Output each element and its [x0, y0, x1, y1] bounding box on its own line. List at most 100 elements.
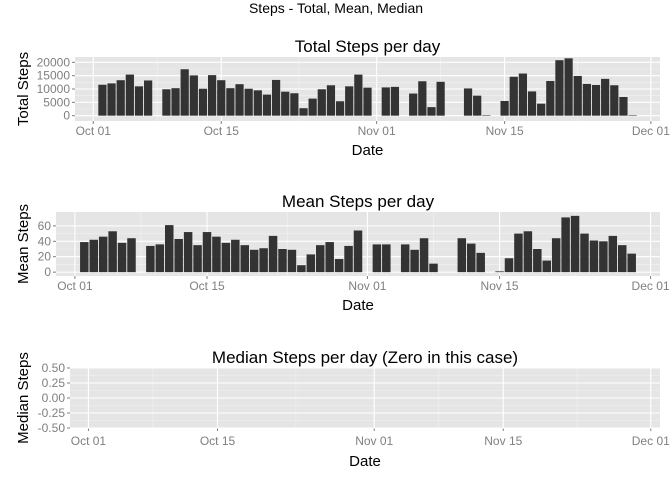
bar — [390, 86, 400, 116]
bar — [290, 93, 299, 116]
bar — [381, 87, 390, 116]
y-tick-label: 0.00 — [42, 391, 66, 405]
bar — [253, 90, 262, 116]
chart-title: Total Steps per day — [295, 37, 441, 56]
x-axis-label: Date — [349, 453, 381, 470]
bar — [561, 217, 570, 273]
x-tick-label: Nov 15 — [481, 279, 519, 293]
y-tick-label: 0.25 — [42, 376, 66, 390]
bar — [410, 249, 419, 273]
bar — [372, 244, 382, 273]
bar — [297, 265, 306, 273]
bar — [212, 236, 221, 273]
y-tick-label: 10000 — [37, 82, 71, 96]
bar — [573, 75, 582, 116]
y-tick-label: 0 — [44, 265, 51, 279]
bar — [542, 260, 551, 273]
bar — [334, 259, 344, 273]
bar — [589, 240, 599, 273]
bar — [89, 239, 98, 273]
bar — [527, 91, 537, 116]
bar — [155, 244, 165, 273]
x-tick-label: Nov 15 — [486, 124, 524, 138]
bar — [180, 69, 189, 116]
y-tick-label: -0.50 — [38, 421, 66, 435]
y-tick-label: 5000 — [43, 95, 70, 109]
bar — [226, 88, 235, 116]
bar — [202, 232, 212, 273]
bar — [80, 242, 89, 273]
bar — [482, 115, 491, 116]
y-tick-label: 0.50 — [42, 361, 66, 375]
y-tick-label: 15000 — [37, 69, 71, 83]
bar — [418, 81, 427, 116]
bar — [495, 271, 504, 273]
figure-title: Steps - Total, Mean, Median — [249, 0, 423, 16]
bar — [546, 81, 555, 116]
bar — [344, 245, 353, 273]
bar — [436, 81, 445, 116]
bar — [429, 263, 438, 273]
x-axis-label: Date — [342, 297, 374, 314]
bar — [171, 88, 180, 116]
bar — [564, 58, 573, 116]
x-tick-label: Oct 15 — [200, 434, 236, 448]
bar — [249, 249, 259, 273]
bar — [316, 245, 325, 273]
bar — [427, 107, 436, 116]
bar — [476, 252, 485, 273]
x-tick-label: Dec 01 — [632, 124, 670, 138]
bar — [500, 101, 509, 116]
bar — [287, 249, 297, 273]
bar — [108, 231, 117, 273]
bar — [514, 233, 523, 273]
bar — [504, 258, 514, 273]
bar — [619, 97, 628, 116]
bar — [335, 101, 345, 116]
x-tick-label: Oct 01 — [57, 279, 93, 293]
x-tick-label: Nov 01 — [358, 124, 396, 138]
bar — [317, 89, 326, 116]
bar — [608, 235, 618, 273]
y-tick-label: 40 — [38, 234, 52, 248]
bar — [354, 74, 363, 116]
bar — [467, 243, 476, 273]
bar — [601, 78, 610, 116]
bar — [326, 85, 336, 116]
bar — [98, 84, 107, 116]
bar — [570, 215, 580, 273]
bar — [134, 86, 144, 116]
bar — [278, 249, 287, 273]
y-axis-label: Median Steps — [15, 352, 32, 444]
bar — [231, 239, 240, 273]
chart-panel-3: Oct 01 Oct 15 Nov 01 Nov 15 Dec 01 0.500.250.… — [15, 348, 670, 470]
bar — [189, 75, 198, 116]
bar — [537, 103, 546, 116]
x-tick-label: Oct 15 — [189, 279, 225, 293]
bar — [107, 83, 116, 116]
bar — [555, 60, 564, 116]
bar — [174, 238, 183, 273]
bar — [240, 245, 249, 273]
bar — [306, 254, 316, 273]
bar — [363, 87, 372, 116]
bar — [127, 238, 136, 273]
bar — [117, 242, 127, 273]
bar — [271, 79, 281, 116]
bar — [509, 76, 518, 116]
chart-title: Median Steps per day (Zero in this case) — [212, 348, 518, 367]
bar — [610, 85, 619, 116]
bar — [325, 242, 334, 273]
bar — [281, 91, 290, 116]
bar — [518, 73, 528, 116]
bar — [473, 95, 482, 116]
bar — [268, 235, 278, 273]
x-tick-label: Oct 01 — [76, 124, 112, 138]
bar — [165, 225, 174, 273]
bar — [618, 245, 627, 273]
bar — [193, 245, 202, 273]
bar — [244, 88, 253, 116]
x-tick-label: Oct 01 — [71, 434, 107, 448]
